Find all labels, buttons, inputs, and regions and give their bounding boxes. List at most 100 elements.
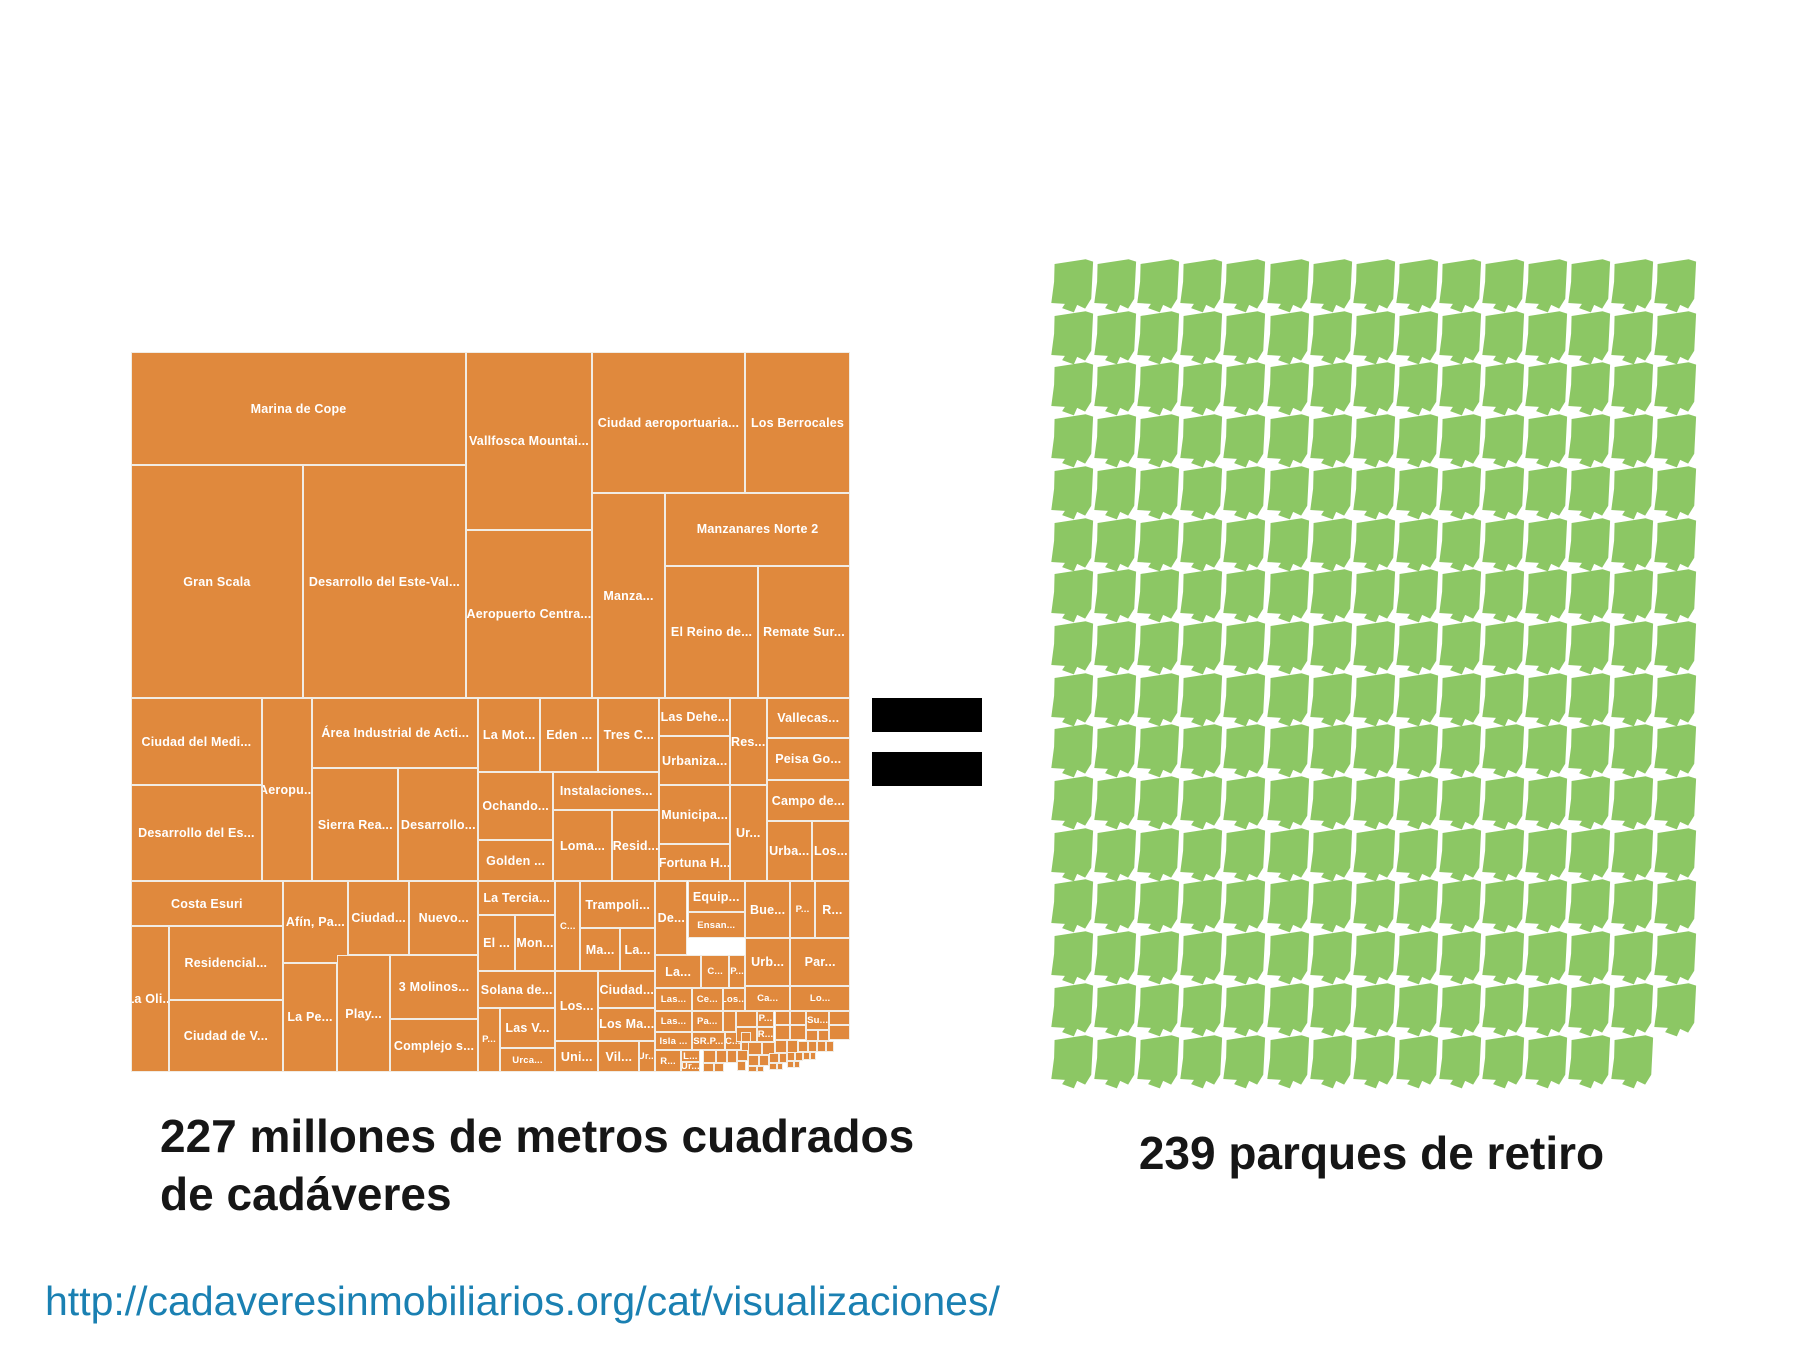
treemap-cell: [727, 1050, 738, 1063]
retiro-park-icon: [1266, 621, 1309, 675]
retiro-park-icon: [1266, 879, 1309, 933]
treemap-cell: Instalaciones...: [553, 771, 660, 810]
treemap-cell: Nuevo...: [409, 881, 479, 956]
treemap-cell-label: Marina de Cope: [250, 401, 347, 416]
treemap-cell-label: P...: [795, 904, 810, 916]
retiro-park-icon: [1525, 827, 1568, 882]
treemap-cell: [774, 1040, 787, 1053]
retiro-park-icon: [1439, 776, 1482, 830]
treemap-cell-label: Afín, Pa...: [285, 914, 345, 929]
retiro-park-icon: [1266, 310, 1309, 365]
retiro-park-icon: [1568, 621, 1611, 675]
treemap-cell: Res...: [729, 698, 767, 785]
treemap-cell: Ciudad...: [598, 971, 656, 1008]
retiro-park-icon: [1223, 879, 1266, 933]
treemap-cell-label: La...: [665, 964, 692, 979]
retiro-park-icon: [1352, 362, 1395, 416]
treemap-cell: Bue...: [745, 881, 791, 939]
retiro-park-icon: [1051, 466, 1094, 520]
retiro-park-icon: [1223, 672, 1266, 726]
retiro-park-icon: [1525, 466, 1568, 520]
treemap-cell-label: El Reino de...: [670, 625, 753, 640]
retiro-park-icon: [1309, 414, 1352, 468]
treemap-cell: Equip...: [687, 881, 746, 913]
retiro-park-icon: [1525, 621, 1568, 675]
treemap-cell: [769, 1062, 777, 1070]
retiro-park-icon: [1137, 983, 1180, 1037]
treemap-cell-label: C...: [725, 1035, 741, 1047]
treemap-cell: Play...: [337, 955, 390, 1072]
retiro-park-icon: [1180, 776, 1223, 830]
retiro-park-icon: [1654, 362, 1697, 416]
treemap-cell: Remate Sur...: [757, 565, 850, 699]
retiro-park-icon: [1309, 983, 1352, 1037]
treemap-cell: La Pe...: [282, 962, 338, 1072]
retiro-park-icon: [1439, 827, 1482, 882]
treemap-cell: Ciudad de V...: [169, 1000, 283, 1072]
treemap-cell: [807, 1041, 817, 1052]
retiro-park-icon: [1309, 259, 1352, 313]
retiro-park-icon: [1309, 827, 1352, 882]
treemap-cell-label: Los Ma...: [599, 1017, 655, 1032]
retiro-park-icon: [1654, 776, 1697, 830]
retiro-park-icon: [1180, 1034, 1223, 1088]
treemap-cell: [747, 1066, 757, 1072]
retiro-park-icon: [1266, 517, 1309, 571]
equals-sign: [872, 698, 982, 786]
treemap-cell: [769, 1052, 779, 1063]
treemap-cell: Tres C...: [598, 698, 660, 772]
retiro-park-icon: [1568, 879, 1611, 933]
treemap-cell: [740, 1032, 751, 1043]
treemap-cell: [787, 1051, 796, 1062]
retiro-park-icon: [1568, 983, 1611, 1037]
treemap-cell-label: Ur...: [735, 825, 761, 840]
retiro-park-icon: [1137, 362, 1180, 416]
retiro-park-icon: [1396, 517, 1438, 571]
treemap-cell-label: Play...: [345, 1006, 382, 1021]
treemap-cell-label: Uni...: [560, 1049, 593, 1064]
retiro-park-icon: [1352, 879, 1395, 933]
retiro-park-icon: [1137, 414, 1180, 468]
treemap-cell-label: Ochando...: [482, 798, 549, 813]
treemap-cell-label: C...: [707, 966, 723, 978]
treemap-cell: Ensan...: [687, 912, 746, 939]
retiro-park-icon: [1266, 983, 1309, 1037]
retiro-park-icon: [1137, 776, 1180, 830]
treemap-cell-label: Ca...: [757, 992, 779, 1004]
treemap-cell-label: Solana de...: [480, 982, 553, 997]
retiro-park-icon: [1482, 362, 1525, 416]
retiro-park-icon: [1137, 259, 1180, 313]
treemap-cell: [795, 1051, 803, 1062]
treemap-cell: Gran Scala: [131, 465, 303, 699]
retiro-park-icon: [1525, 569, 1568, 623]
source-url-link[interactable]: http://cadaveresinmobiliarios.org/cat/vi…: [45, 1278, 1000, 1324]
retiro-park-icon: [1094, 362, 1137, 416]
retiro-park-icon: [1482, 517, 1525, 571]
treemap-cell-label: C...: [559, 920, 576, 932]
treemap-cell-label: Los...: [724, 993, 745, 1005]
retiro-park-icon: [1309, 466, 1352, 520]
retiro-park-icon: [1654, 414, 1697, 468]
retiro-park-icon: [1051, 931, 1094, 985]
retiro-park-icon: [1223, 517, 1266, 571]
retiro-park-icon: [1654, 569, 1697, 623]
treemap-cell: [809, 1051, 817, 1061]
treemap-cell: [816, 1041, 826, 1052]
retiro-park-icon: [1266, 569, 1309, 623]
treemap-cell: P...: [478, 1007, 500, 1072]
retiro-park-icon: [1611, 879, 1654, 933]
treemap-cell: Loma...: [553, 809, 612, 882]
retiro-park-icon: [1568, 414, 1611, 468]
retiro-park-icon: [1568, 362, 1611, 416]
treemap-cell: [715, 1050, 728, 1063]
treemap-cell-label: Área Industrial de Acti...: [321, 726, 470, 741]
treemap-cell: Eden ...: [540, 698, 599, 772]
retiro-park-icon: [1180, 724, 1223, 778]
retiro-park-icon: [1525, 517, 1568, 571]
treemap-cell-label: Urbaniza...: [661, 753, 728, 768]
treemap-cell-label: Las V...: [505, 1021, 550, 1036]
treemap-cell: Los...: [811, 820, 850, 882]
treemap-cell: De...: [655, 881, 688, 956]
retiro-park-icon: [1223, 621, 1266, 675]
treemap-cell-label: Trampoli...: [585, 897, 651, 912]
